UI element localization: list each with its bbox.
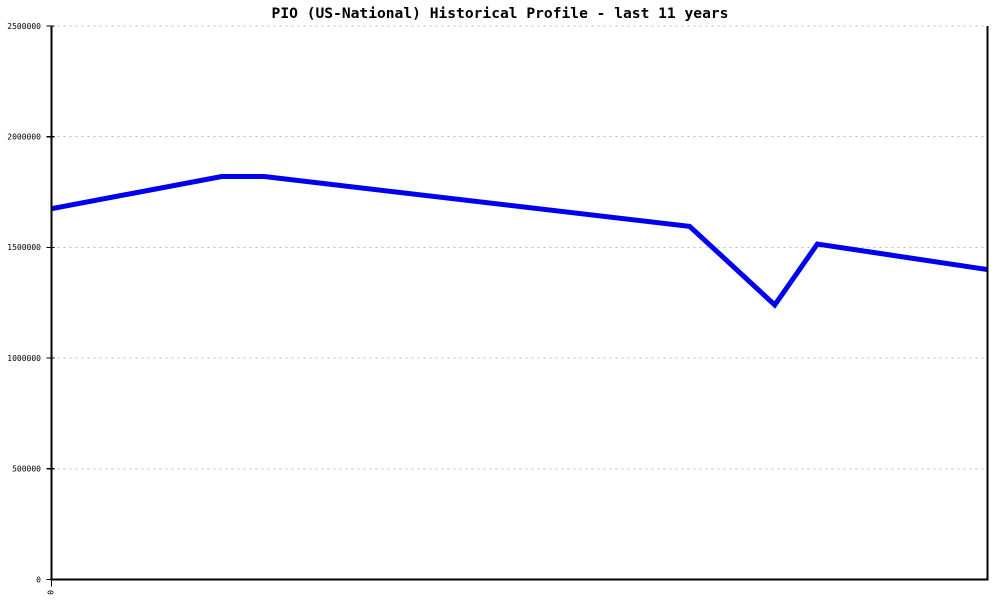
y-axis-tick-label: 2500000 [7,22,41,31]
y-axis-tick-label: 1000000 [7,354,41,363]
y-axis-tick-label: 500000 [12,465,41,474]
y-axis-tick-label: 2000000 [7,133,41,142]
y-axis-tick-label: 1500000 [7,243,41,252]
chart-title: PIO (US-National) Historical Profile - l… [271,5,729,22]
y-axis-tick-label: 0 [36,575,41,584]
x-axis-tick-label: 0 [46,590,55,595]
data-line-pio-us-national- [51,174,988,309]
